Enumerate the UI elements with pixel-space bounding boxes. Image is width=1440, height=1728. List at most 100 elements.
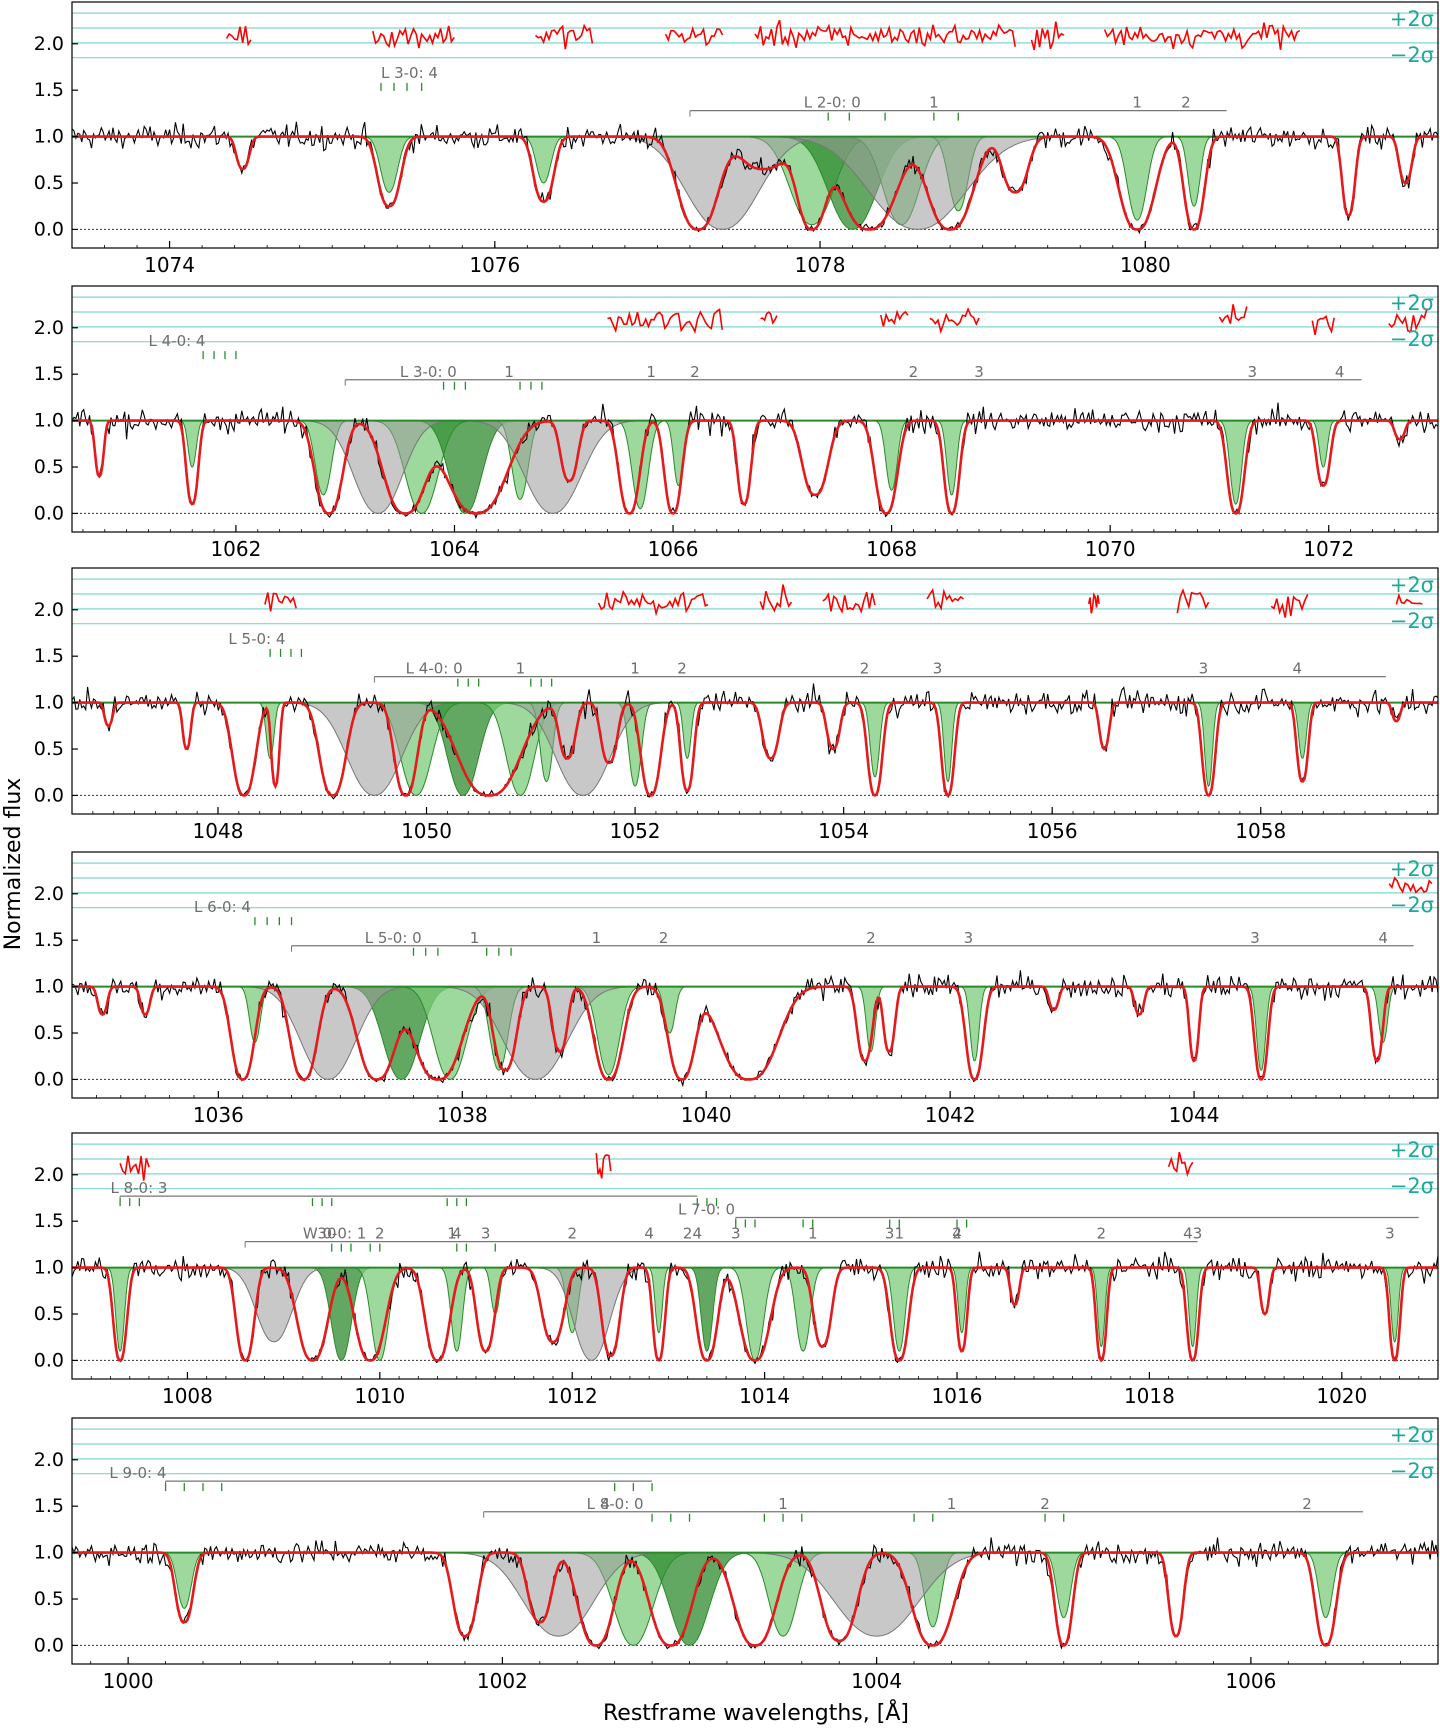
component-profile — [956, 986, 993, 1062]
residual-trace — [926, 587, 964, 611]
fit-model — [72, 985, 1438, 1081]
fit-model — [72, 1266, 1438, 1363]
transition-number: 2 — [866, 929, 876, 947]
transition-number: 2 — [1302, 1495, 1312, 1513]
residual-trace — [1218, 304, 1248, 324]
residual-trace — [1087, 592, 1100, 614]
y-tick-label: 1.5 — [34, 79, 64, 101]
transition-number: 4 — [644, 1225, 654, 1243]
transition-number: 3 — [1247, 363, 1257, 381]
transition-number: 1 — [516, 660, 526, 678]
residual-trace — [595, 1153, 612, 1179]
y-tick-label: 2.0 — [34, 883, 64, 905]
transition-number: 1 — [895, 1225, 905, 1243]
y-tick-label: 2.0 — [34, 599, 64, 621]
transition-number: 1 — [470, 929, 480, 947]
transition-number: 3 — [885, 1225, 895, 1243]
y-tick-label: 0.0 — [34, 1349, 64, 1371]
x-tick-label: 1006 — [1225, 1669, 1276, 1693]
transition-number: 1 — [1132, 94, 1142, 112]
transition-label: L 4-0: 0 — [406, 660, 463, 678]
x-tick-label: 1018 — [1124, 1384, 1175, 1408]
fit-model — [72, 419, 1438, 515]
x-tick-label: 1050 — [401, 819, 452, 843]
x-tick-label: 1054 — [818, 819, 869, 843]
transition-number: 2 — [683, 1225, 693, 1243]
panel-frame — [71, 285, 1439, 533]
y-tick-label: 0.5 — [34, 172, 64, 194]
transition-number: 4 — [452, 1225, 462, 1243]
transition-number: 3 — [933, 660, 943, 678]
transition-number: 2 — [952, 1225, 962, 1243]
spectrum-panel-3: L 5-0: 4 L 4-0: 0 1 1 2 2 3 3 4 1048 1050 1052 1054 1… — [34, 567, 1439, 843]
transition-number: 3 — [1193, 1225, 1203, 1243]
y-axis-title: Normalized flux — [1, 778, 26, 951]
transition-number: 3 — [481, 1225, 491, 1243]
plot-area — [72, 12, 1438, 235]
sigma-minus-label: −2σ — [1390, 609, 1434, 633]
panel-frame — [71, 567, 1439, 815]
x-tick-label: 1058 — [1235, 819, 1286, 843]
y-tick-label: 0.5 — [34, 1588, 64, 1610]
component-profile — [1098, 136, 1177, 221]
residual-trace — [1388, 876, 1433, 894]
component-profile — [1297, 1552, 1354, 1619]
transition-number: 3 — [317, 1225, 327, 1243]
plot-area — [72, 862, 1438, 1088]
sigma-plus-label: +2σ — [1390, 857, 1434, 881]
transition-label: L 5-0: 0 — [365, 929, 422, 947]
y-tick-label: 1.0 — [34, 1257, 64, 1279]
y-tick-label: 0.0 — [34, 1634, 64, 1656]
transition-number: 3 — [1385, 1225, 1395, 1243]
panel-frame — [71, 1132, 1439, 1380]
transition-number: 2 — [860, 660, 870, 678]
component-profile — [1035, 1552, 1092, 1619]
transition-number: 2 — [375, 1225, 385, 1243]
x-tick-label: 1076 — [469, 253, 520, 277]
transition-label: L 2-0: 0 — [804, 94, 861, 112]
panels-group: L 3-0: 4 L 2-0: 0 1 1 2 1074 1076 1078 1080 0.0 0.… — [34, 1, 1439, 1693]
x-tick-label: 1040 — [681, 1103, 732, 1127]
residual-trace — [1167, 1151, 1194, 1178]
y-tick-label: 0.0 — [34, 1068, 64, 1090]
transition-number: 0 — [327, 1225, 337, 1243]
x-tick-label: 1038 — [437, 1103, 488, 1127]
x-tick-label: 1064 — [429, 537, 480, 561]
transition-number: 4 — [1183, 1225, 1193, 1243]
y-tick-label: 0.5 — [34, 1022, 64, 1044]
transition-number: 3 — [974, 363, 984, 381]
transition-number: 4 — [693, 1225, 703, 1243]
plot-area — [72, 296, 1438, 520]
y-tick-label: 1.5 — [34, 1210, 64, 1232]
observed-spectrum — [72, 121, 1438, 235]
residual-trace — [760, 311, 778, 325]
residual-trace — [1395, 592, 1423, 605]
x-tick-label: 1066 — [648, 537, 699, 561]
residual-trace — [1311, 314, 1335, 336]
transition-number: 4 — [1335, 363, 1345, 381]
component-profile — [683, 1267, 730, 1352]
y-tick-label: 0.0 — [34, 784, 64, 806]
transition-number: 4 — [601, 1495, 611, 1513]
x-tick-label: 1052 — [610, 819, 661, 843]
residual-trace — [1388, 308, 1428, 333]
residual-trace — [759, 584, 793, 613]
x-tick-label: 1020 — [1316, 1384, 1367, 1408]
y-tick-label: 0.5 — [34, 1303, 64, 1325]
transition-number: 1 — [929, 94, 939, 112]
plot-area — [72, 578, 1438, 800]
sigma-plus-label: +2σ — [1390, 1423, 1434, 1447]
transition-number: 2 — [909, 363, 919, 381]
transition-number: 2 — [1040, 1495, 1050, 1513]
transition-number: 2 — [1181, 94, 1191, 112]
y-tick-label: 0.5 — [34, 456, 64, 478]
residual-trace — [264, 592, 297, 612]
residual-trace — [372, 25, 455, 49]
x-axis-title: Restframe wavelengths, [Å] — [603, 1699, 909, 1726]
fit-model — [72, 1551, 1438, 1647]
x-tick-label: 1042 — [925, 1103, 976, 1127]
y-tick-label: 2.0 — [34, 317, 64, 339]
x-tick-label: 1004 — [851, 1669, 902, 1693]
x-tick-label: 1010 — [354, 1384, 405, 1408]
residual-trace — [607, 308, 723, 335]
